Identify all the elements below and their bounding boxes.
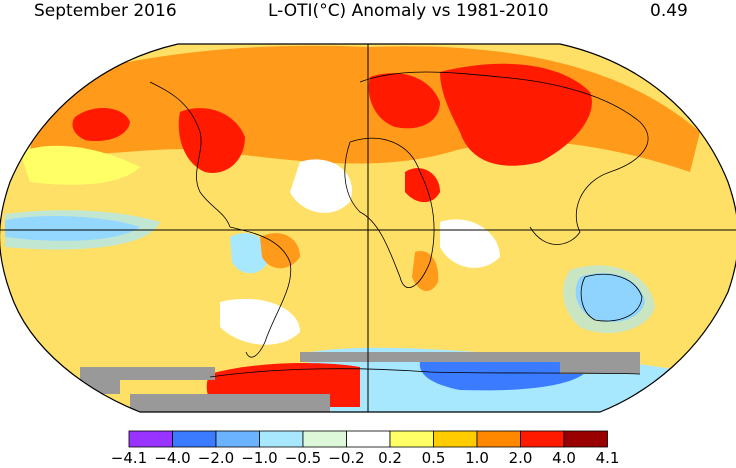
legend-tick-label: −4.0	[154, 449, 191, 467]
legend-swatch	[433, 430, 478, 448]
legend-swatch	[128, 430, 173, 448]
australia-coast	[580, 273, 643, 322]
southern-africa-warm	[412, 251, 439, 292]
middle-east-hotspot	[405, 168, 440, 203]
color-legend	[128, 430, 608, 448]
indian-ocean-neutral	[440, 219, 500, 268]
anomaly-map	[0, 43, 736, 413]
map-title: L-OTI(°C) Anomaly vs 1981-2010	[268, 1, 549, 21]
atlantic-neutral	[290, 159, 352, 213]
north-pacific-mild	[20, 145, 140, 185]
legend-swatches	[128, 430, 608, 448]
brazil-warm	[260, 233, 300, 269]
legend-tick-label: 4.1	[595, 449, 620, 467]
legend-tick-label: 1.0	[465, 449, 489, 467]
no-data-east	[300, 352, 640, 374]
europe-hotspot	[368, 73, 440, 129]
amazon-cool	[230, 233, 269, 274]
antarctica-cold	[419, 357, 590, 391]
coastlines	[149, 71, 649, 378]
north-america-hotspot	[178, 108, 245, 173]
no-data-south	[130, 394, 330, 412]
africa-coast	[344, 137, 435, 288]
map-date: September 2016	[34, 1, 177, 21]
australia-cool-halo	[563, 265, 655, 334]
legend-swatch	[346, 430, 391, 448]
legend-tick-label: −0.5	[284, 449, 322, 467]
legend-swatch	[563, 430, 608, 448]
legend-swatch	[476, 430, 521, 448]
legend-tick-label: −4.1	[110, 449, 148, 467]
legend-tick-label: 0.5	[421, 449, 446, 467]
legend-tick-label: −2.0	[197, 449, 235, 467]
legend-tick-label: 4.0	[552, 449, 576, 467]
legend-swatch	[172, 430, 217, 448]
legend-tick-label: 0.2	[378, 449, 402, 467]
globe-outline	[0, 43, 736, 413]
north-america-coast	[149, 81, 231, 228]
legend-swatch	[520, 430, 565, 448]
legend-swatch	[389, 430, 434, 448]
antarctica-coast	[209, 368, 641, 378]
legend-swatch	[215, 430, 260, 448]
south-atlantic-neutral	[220, 298, 300, 345]
eurasia-coast	[359, 71, 649, 245]
legend-tick-label: 2.0	[508, 449, 533, 467]
south-america-coast	[229, 226, 292, 358]
legend-swatch	[259, 430, 304, 448]
legend-tick-label: −0.2	[328, 449, 365, 467]
global-mean-value: 0.49	[650, 1, 688, 21]
pacific-hotspot	[72, 107, 130, 142]
no-data-west	[80, 367, 215, 394]
siberia-hotspot	[440, 63, 592, 166]
legend-swatch	[302, 430, 347, 448]
legend-tick-label: −1.0	[241, 449, 278, 467]
